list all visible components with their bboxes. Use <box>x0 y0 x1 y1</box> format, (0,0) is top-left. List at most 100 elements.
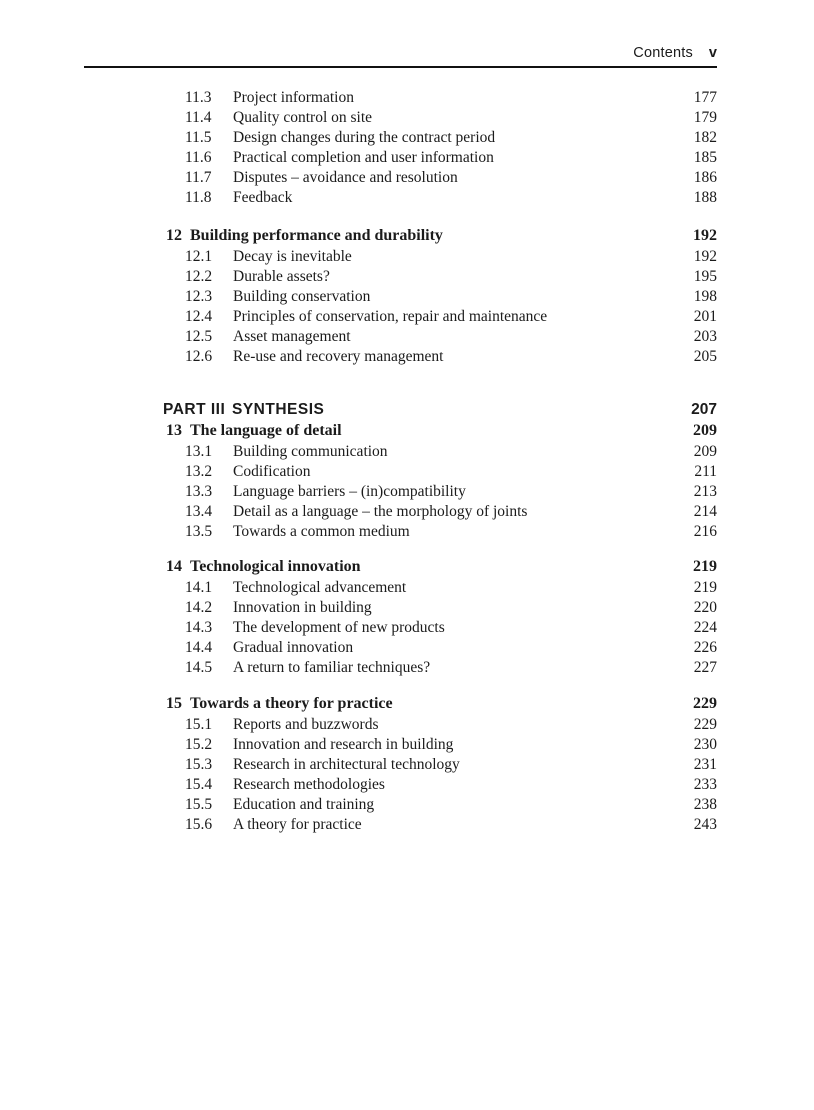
toc-entry: 13.4 Detail as a language – the morpholog… <box>0 502 717 522</box>
entry-title: Detail as a language – the morphology of… <box>233 503 528 520</box>
toc-entry: 12.3 Building conservation 198 <box>0 287 717 307</box>
entry-number: 11.4 <box>185 109 212 126</box>
entry-number: 13.4 <box>185 503 213 520</box>
toc-entry: 14.5 A return to familiar techniques? 227 <box>0 658 717 678</box>
chapter-heading: 14 Technological innovation 219 <box>0 557 717 577</box>
part-heading: PART III SYNTHESIS 207 <box>0 400 717 420</box>
entry-page-number: 177 <box>693 89 717 106</box>
chapter-number: 12 <box>166 227 182 244</box>
toc-entry: 15.3 Research in architectural technology… <box>0 755 717 775</box>
entry-title: Research methodologies <box>233 776 385 793</box>
entry-number: 14.4 <box>185 639 213 656</box>
entry-page-number: 231 <box>693 756 717 773</box>
entry-title: Design changes during the contract perio… <box>233 129 496 146</box>
entry-number: 13.5 <box>185 523 213 540</box>
entry-page-number: 198 <box>693 288 717 305</box>
entry-page-number: 230 <box>693 736 717 753</box>
entry-number: 14.3 <box>185 619 213 636</box>
toc-entry: 11.5 Design changes during the contract p… <box>0 128 717 148</box>
toc-entry: 13.5 Towards a common medium 216 <box>0 522 717 542</box>
entry-title: Technological advancement <box>233 579 407 596</box>
part-title: SYNTHESIS <box>232 401 325 418</box>
entry-title: Education and training <box>233 796 375 813</box>
entry-number: 15.6 <box>185 816 213 833</box>
entry-title: A return to familiar techniques? <box>233 659 431 676</box>
chapter-page-number: 219 <box>693 558 717 575</box>
entry-title: Innovation in building <box>233 599 372 616</box>
entry-number: 12.6 <box>185 348 213 365</box>
entry-number: 12.1 <box>185 248 213 265</box>
entry-number: 13.1 <box>185 443 213 460</box>
toc-entry: 12.1 Decay is inevitable 192 <box>0 247 717 267</box>
entry-page-number: 233 <box>693 776 717 793</box>
chapter-title: Building performance and durability <box>190 227 443 244</box>
page-number: v <box>708 45 717 61</box>
part-label: PART III <box>163 401 226 418</box>
toc-entry: 15.6 A theory for practice 243 <box>0 815 717 835</box>
entry-number: 11.7 <box>185 169 212 186</box>
entry-number: 15.1 <box>185 716 213 733</box>
entry-number: 15.4 <box>185 776 213 793</box>
entry-title: Reports and buzzwords <box>233 716 379 733</box>
chapter-number: 13 <box>166 422 182 439</box>
entry-title: Feedback <box>233 189 293 206</box>
entry-page-number: 182 <box>693 129 717 146</box>
chapter-heading: 15 Towards a theory for practice 229 <box>0 694 717 714</box>
entry-number: 13.2 <box>185 463 213 480</box>
chapter-heading: 12 Building performance and durability 192 <box>0 226 717 246</box>
toc-entry: 15.1 Reports and buzzwords 229 <box>0 715 717 735</box>
entry-number: 11.3 <box>185 89 212 106</box>
entry-title: Innovation and research in building <box>233 736 454 753</box>
entry-page-number: 224 <box>693 619 717 636</box>
entry-number: 11.6 <box>185 149 212 166</box>
entry-title: Towards a common medium <box>233 523 410 540</box>
entry-page-number: 243 <box>693 816 717 833</box>
entry-number: 15.3 <box>185 756 213 773</box>
toc-entry: 15.2 Innovation and research in building 2… <box>0 735 717 755</box>
entry-title: Practical completion and user informatio… <box>233 149 494 166</box>
entry-title: Building conservation <box>233 288 371 305</box>
entry-page-number: 209 <box>693 443 717 460</box>
running-header: Contents v <box>84 45 717 63</box>
chapter-title: The language of detail <box>190 422 342 439</box>
entry-page-number: 238 <box>693 796 717 813</box>
entry-number: 13.3 <box>185 483 213 500</box>
entry-title: A theory for practice <box>233 816 362 833</box>
entry-number: 15.2 <box>185 736 213 753</box>
entry-page-number: 213 <box>693 483 717 500</box>
entry-title: Research in architectural technology <box>233 756 460 773</box>
entry-page-number: 211 <box>694 463 717 480</box>
toc-entry: 11.6 Practical completion and user inform… <box>0 148 717 168</box>
chapter-title: Towards a theory for practice <box>190 695 393 712</box>
entry-page-number: 219 <box>693 579 717 596</box>
entry-page-number: 216 <box>693 523 717 540</box>
entry-page-number: 186 <box>693 169 717 186</box>
chapter-page-number: 192 <box>693 227 717 244</box>
entry-title: Asset management <box>233 328 351 345</box>
toc-entry: 13.2 Codification 211 <box>0 462 717 482</box>
entry-page-number: 214 <box>693 503 717 520</box>
toc-entry: 12.6 Re-use and recovery management 205 <box>0 347 717 367</box>
toc-entry: 15.5 Education and training 238 <box>0 795 717 815</box>
entry-title: Codification <box>233 463 311 480</box>
entry-page-number: 192 <box>693 248 717 265</box>
chapter-number: 15 <box>166 695 182 712</box>
entry-page-number: 195 <box>693 268 717 285</box>
entry-page-number: 201 <box>693 308 717 325</box>
entry-page-number: 220 <box>693 599 717 616</box>
entry-page-number: 227 <box>693 659 717 676</box>
toc-entry: 14.1 Technological advancement 219 <box>0 578 717 598</box>
entry-number: 14.1 <box>185 579 213 596</box>
entry-title: The development of new products <box>233 619 445 636</box>
entry-title: Principles of conservation, repair and m… <box>233 308 548 325</box>
entry-title: Gradual innovation <box>233 639 354 656</box>
entry-number: 14.5 <box>185 659 213 676</box>
entry-title: Re-use and recovery management <box>233 348 444 365</box>
toc-entry: 12.5 Asset management 203 <box>0 327 717 347</box>
entry-number: 12.2 <box>185 268 213 285</box>
entry-number: 12.3 <box>185 288 213 305</box>
toc-entry: 14.3 The development of new products 224 <box>0 618 717 638</box>
entry-page-number: 179 <box>693 109 717 126</box>
entry-title: Decay is inevitable <box>233 248 352 265</box>
